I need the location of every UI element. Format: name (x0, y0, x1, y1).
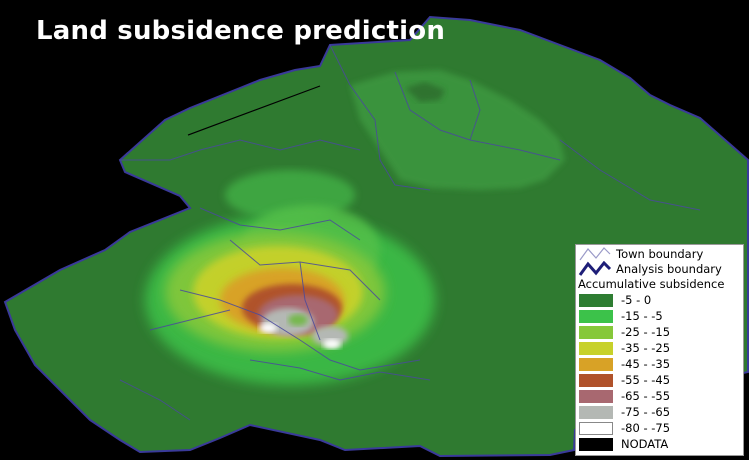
legend-swatch (579, 357, 613, 371)
legend-class: -25 - -15 (579, 325, 670, 339)
legend-class-label: -55 - -45 (621, 373, 671, 387)
legend-class: -35 - -25 (579, 341, 670, 355)
legend-swatch (579, 373, 613, 387)
legend-class: -5 - 0 (579, 293, 651, 307)
legend-town-boundary-label: Town boundary (616, 247, 704, 261)
legend-class-label: NODATA (621, 437, 669, 451)
legend-analysis-boundary-label: Analysis boundary (616, 262, 722, 276)
legend-class: -55 - -45 (579, 373, 670, 387)
legend-class-label: -80 - -75 (621, 421, 671, 435)
legend-class: -45 - -35 (579, 357, 670, 371)
legend-class-label: -75 - -65 (621, 405, 671, 419)
town-boundary-icon (578, 246, 612, 262)
legend-swatch (579, 341, 613, 355)
legend-class-label: -45 - -35 (621, 357, 671, 371)
map-legend: Town boundary Analysis boundary Accumula… (575, 244, 744, 456)
legend-swatch (579, 405, 613, 419)
legend-class-label: -15 - -5 (621, 309, 663, 323)
legend-class-label: -35 - -25 (621, 341, 671, 355)
legend-class: -65 - -55 (579, 389, 670, 403)
legend-swatch (579, 437, 613, 451)
legend-swatch (579, 325, 613, 339)
legend-class-label: -65 - -55 (621, 389, 671, 403)
legend-class-label: -5 - 0 (621, 293, 652, 307)
legend-heading: Accumulative subsidence (578, 277, 725, 291)
legend-swatch (579, 389, 613, 403)
legend-swatch (579, 309, 613, 323)
legend-town-boundary: Town boundary (578, 246, 703, 262)
legend-swatch (579, 293, 613, 307)
legend-class-label: -25 - -15 (621, 325, 671, 339)
legend-class: -75 - -65 (579, 405, 670, 419)
page-title: Land subsidence prediction (36, 16, 446, 46)
legend-analysis-boundary: Analysis boundary (578, 261, 722, 277)
legend-class: -80 - -75 (579, 421, 670, 435)
analysis-boundary-icon (578, 261, 612, 277)
legend-class: NODATA (579, 437, 668, 451)
legend-class: -15 - -5 (579, 309, 663, 323)
legend-swatch (579, 421, 613, 435)
